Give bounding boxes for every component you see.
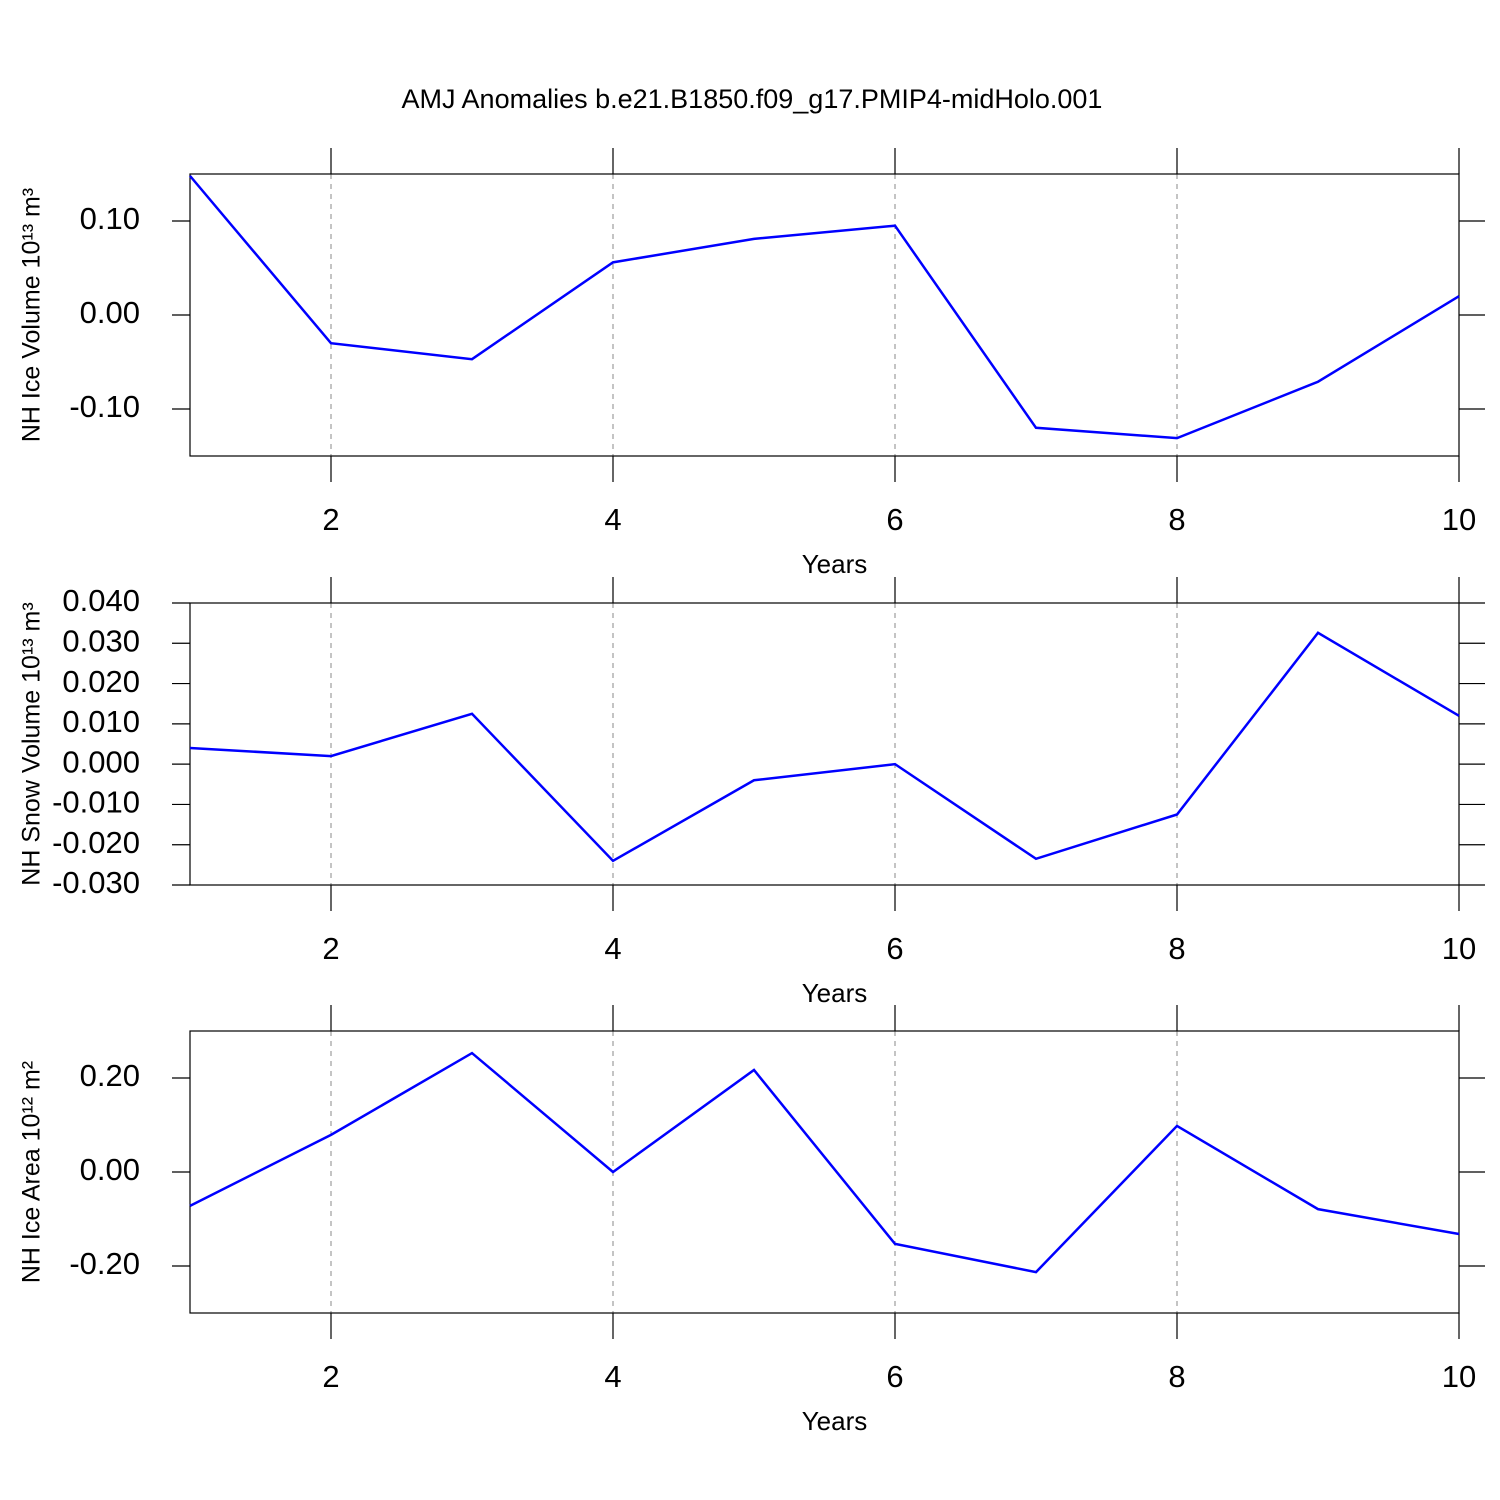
y-tick-label: 0.10: [80, 201, 140, 236]
y-tick-label: 0.020: [62, 664, 140, 699]
x-tick-label: 4: [604, 1359, 621, 1394]
y-tick-label: 0.20: [80, 1058, 140, 1093]
figure-title: AMJ Anomalies b.e21.B1850.f09_g17.PMIP4-…: [402, 84, 1103, 114]
x-tick-label: 10: [1442, 1359, 1476, 1394]
x-tick-label: 8: [1168, 1359, 1185, 1394]
y-tick-label: 0.00: [80, 1152, 140, 1187]
y-tick-label: 0.00: [80, 295, 140, 330]
x-tick-label: 10: [1442, 502, 1476, 537]
x-tick-label: 4: [604, 502, 621, 537]
y-tick-label: -0.010: [52, 785, 140, 820]
x-tick-label: 6: [886, 931, 903, 966]
x-tick-label: 10: [1442, 931, 1476, 966]
y-tick-label: 0.000: [62, 744, 140, 779]
x-axis-label: Years: [802, 978, 868, 1008]
x-axis-label: Years: [802, 549, 868, 579]
x-tick-label: 8: [1168, 502, 1185, 537]
y-tick-label: -0.030: [52, 865, 140, 900]
x-tick-label: 6: [886, 502, 903, 537]
y-tick-label: -0.10: [69, 389, 140, 424]
x-tick-label: 4: [604, 931, 621, 966]
y-axis-label: NH Snow Volume 10¹³ m³: [18, 602, 46, 885]
plot-frame: [189, 602, 1460, 886]
y-tick-label: 0.040: [62, 583, 140, 618]
y-tick-label: -0.20: [69, 1246, 140, 1281]
data-line: [189, 1051, 1460, 1274]
x-tick-label: 2: [322, 1359, 339, 1394]
x-tick-label: 6: [886, 1359, 903, 1394]
y-axis-label: NH Ice Volume 10¹³ m³: [18, 188, 46, 442]
plot-frame: [189, 1030, 1460, 1314]
y-axis-label: NH Ice Area 10¹² m²: [18, 1061, 46, 1283]
x-tick-label: 2: [322, 502, 339, 537]
y-tick-label: 0.030: [62, 623, 140, 658]
y-tick-label: -0.020: [52, 825, 140, 860]
data-line: [189, 631, 1460, 863]
x-tick-label: 8: [1168, 931, 1185, 966]
data-line: [189, 175, 1460, 440]
y-tick-label: 0.010: [62, 704, 140, 739]
x-tick-label: 2: [322, 931, 339, 966]
x-axis-label: Years: [802, 1406, 868, 1436]
plot-frame: [189, 173, 1460, 457]
